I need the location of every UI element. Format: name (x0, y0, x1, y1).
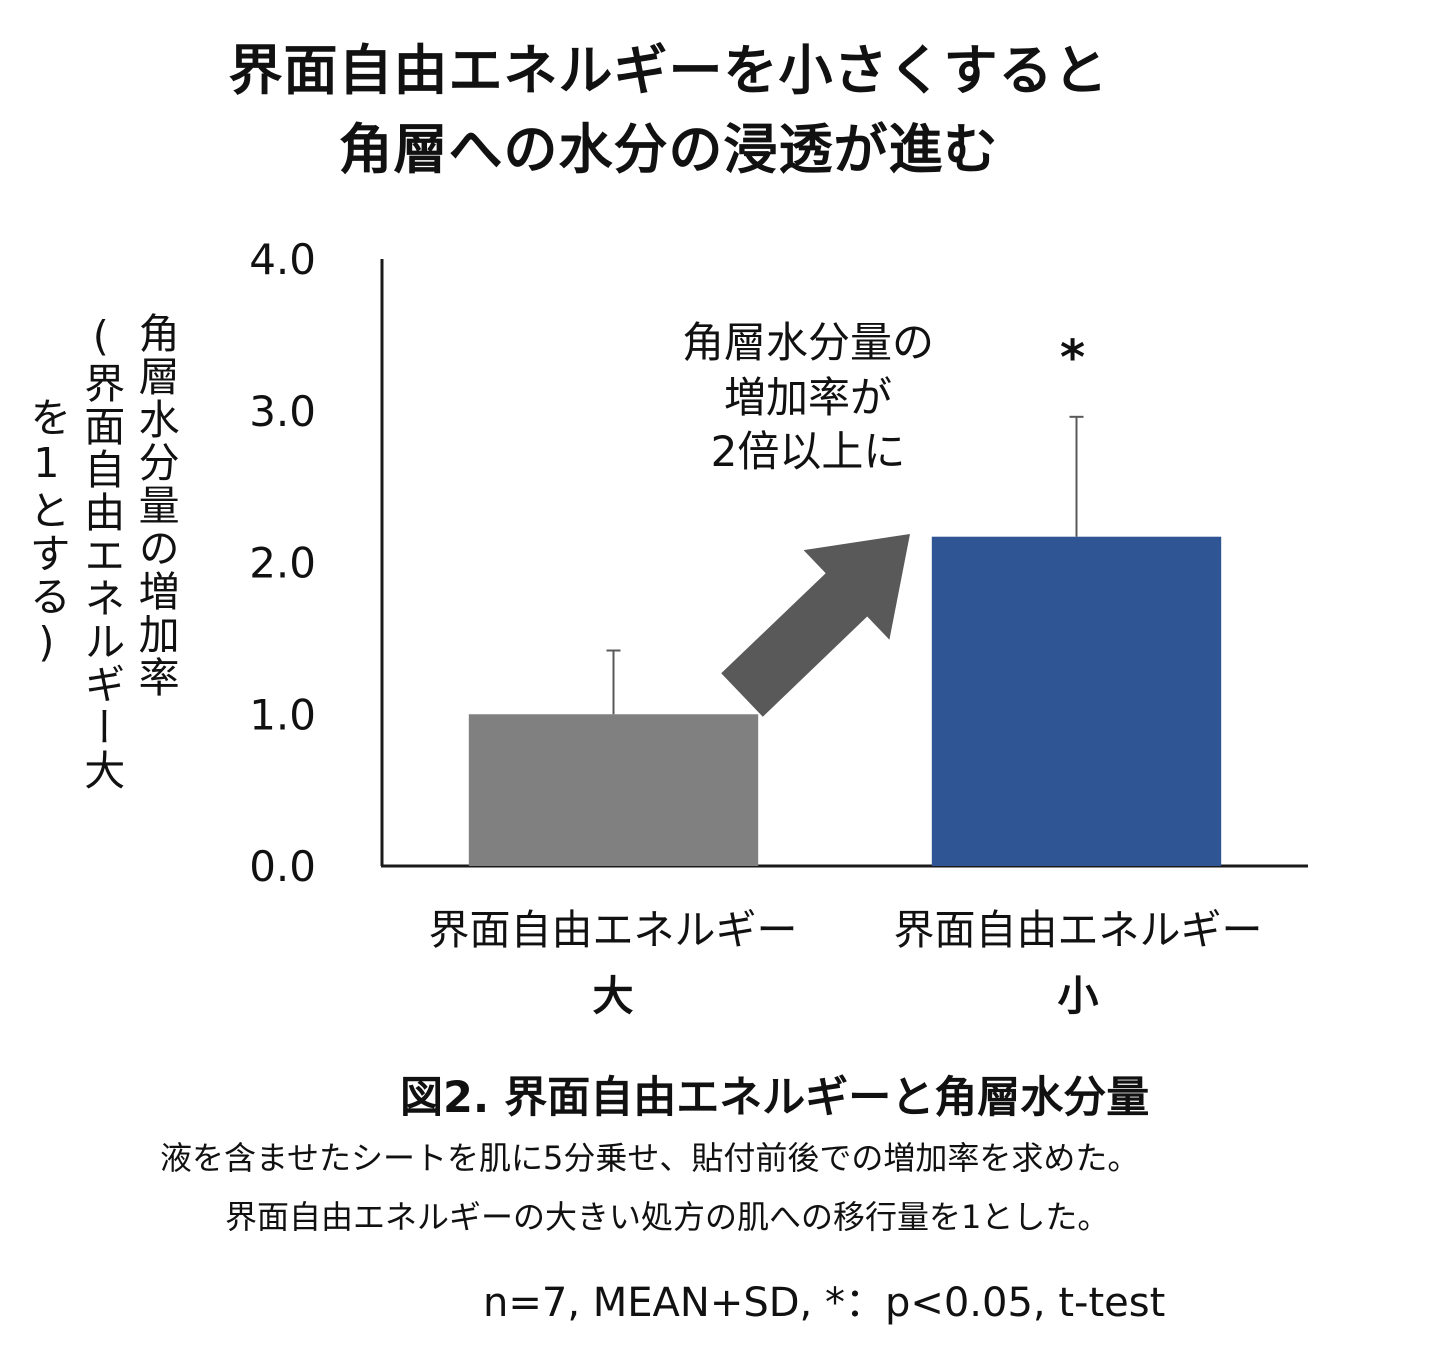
y-axis-label-col3: を1とする) (22, 396, 71, 668)
bar (468, 714, 759, 866)
significance-asterisk: * (1060, 330, 1086, 386)
y-tick-label: 0.0 (249, 842, 316, 891)
x-category-label: 界面自由エネルギー 小 (843, 898, 1313, 1029)
x-category-main: 界面自由エネルギー (428, 906, 798, 954)
x-category-main: 界面自由エネルギー (893, 906, 1263, 954)
annotation-line2: 増加率が (723, 372, 892, 422)
y-tick-label: 2.0 (249, 539, 316, 588)
chart-title-line1: 界面自由エネルギーを小さくすると (228, 39, 1109, 102)
annotation-line3: 2倍以上に (710, 427, 906, 477)
annotation-text: 角層水分量の 増加率が 2倍以上に (580, 316, 1036, 480)
chart-title-line2: 角層への水分の浸透が進む (338, 118, 999, 181)
figure-caption-line1: 液を含ませたシートを肌に5分乗せ、貼付前後での増加率を求めた。 (160, 1139, 1140, 1177)
x-category-label: 界面自由エネルギー 大 (378, 898, 848, 1029)
x-category-sub: 小 (1057, 971, 1099, 1020)
y-axis-label-col2: (界面自由エネルギー大 (76, 312, 125, 792)
y-axis-label-col1: 角層水分量の増加率 (131, 312, 180, 699)
y-tick-label: 3.0 (249, 387, 316, 436)
figure-caption-title: 図2. 界面自由エネルギーと角層水分量 (400, 1073, 1150, 1123)
y-tick-label: 1.0 (249, 690, 316, 739)
increase-arrow (721, 534, 910, 717)
figure-caption-line2: 界面自由エネルギーの大きい処方の肌への移行量を1とした。 (225, 1198, 1110, 1236)
statistics-note: n=7, MEAN+SD, *：p<0.05, t-test (483, 1280, 1166, 1326)
annotation-line1: 角層水分量の (681, 318, 934, 367)
x-category-sub: 大 (592, 971, 634, 1020)
y-tick-label: 4.0 (249, 235, 316, 284)
y-axis-label: 角層水分量の増加率 (界面自由エネルギー大 を1とする) (22, 312, 179, 792)
bar (931, 536, 1222, 866)
